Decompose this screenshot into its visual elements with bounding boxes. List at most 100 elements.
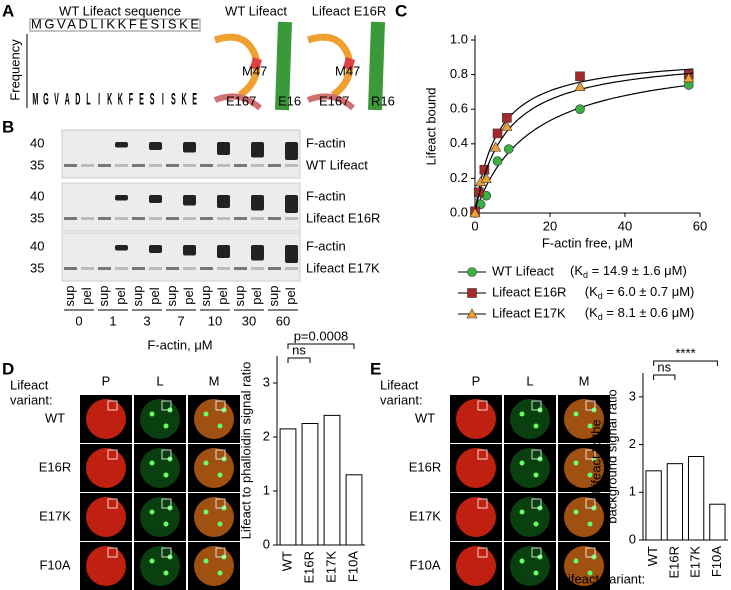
puncta [587, 521, 593, 527]
roi [531, 400, 542, 411]
row-label: WT [415, 410, 435, 425]
band [183, 142, 196, 153]
point [466, 308, 478, 319]
cell [140, 497, 180, 537]
point [492, 128, 503, 139]
annotation: ns [657, 359, 671, 374]
logo-letter: K [118, 90, 123, 108]
lane-label: sup [164, 286, 179, 307]
y-tick-label: 1.0 [450, 31, 468, 46]
roi [161, 498, 172, 509]
band [285, 267, 298, 270]
cell [510, 497, 550, 537]
concentration-label: 10 [208, 313, 222, 328]
x-tick-label: 40 [618, 218, 632, 233]
y-tick-label: 0.6 [450, 101, 468, 116]
roi [107, 547, 118, 558]
band [115, 245, 128, 251]
marker-label: 35 [30, 210, 44, 225]
lane-label: pel [79, 287, 94, 304]
puncta [587, 472, 593, 478]
cell [86, 448, 126, 488]
significance-bracket [653, 360, 718, 366]
significance-bracket [653, 374, 676, 380]
y-tick-label: 2 [629, 436, 636, 451]
roi [161, 547, 172, 558]
band [115, 142, 128, 148]
cell [140, 448, 180, 488]
bar [709, 503, 726, 541]
band [115, 267, 128, 270]
lane-label: sup [232, 286, 247, 307]
puncta [163, 472, 169, 478]
puncta [573, 509, 579, 515]
puncta [533, 570, 539, 576]
logo-letter: I [162, 90, 164, 108]
marker-label: 40 [30, 238, 44, 253]
legend-kd-part: = 8.1 ± 0.6 μM) [603, 305, 695, 320]
x-tick-label: F10A [345, 551, 360, 582]
roi [477, 498, 488, 509]
band [115, 217, 128, 220]
puncta [203, 558, 209, 564]
roi [585, 400, 596, 411]
legend-kd-part: (K [570, 263, 583, 278]
row-label: E16R [409, 459, 442, 474]
roi [477, 449, 488, 460]
x-tick-label: E17K [323, 551, 338, 583]
roi [215, 449, 226, 460]
cell [456, 448, 496, 488]
residue-label: M47 [242, 63, 267, 78]
lane-label: pel [181, 287, 196, 304]
logo-letter: K [107, 90, 112, 108]
marker-label: 40 [30, 135, 44, 150]
legend-label: WT Lifeact [492, 263, 554, 278]
roi [477, 547, 488, 558]
row-title: Lifeact [380, 377, 419, 392]
legend-label: Lifeact E17K [492, 305, 566, 320]
panel-label: B [2, 117, 14, 136]
puncta [149, 460, 155, 466]
puncta [217, 472, 223, 478]
row-label: F10A [39, 557, 70, 572]
logo-letter: M [32, 90, 38, 108]
lane-label: pel [147, 287, 162, 304]
column-label: P [102, 373, 111, 388]
marker-label: 35 [30, 260, 44, 275]
band [251, 217, 264, 220]
puncta [163, 423, 169, 429]
puncta [587, 423, 593, 429]
point [467, 267, 477, 277]
roi [107, 400, 118, 411]
band [132, 164, 145, 167]
logo-letter: E [192, 90, 197, 108]
fit-curve [474, 72, 694, 214]
band-label: WT Lifeact [306, 157, 368, 172]
column-label: M [579, 373, 590, 388]
band [234, 267, 247, 270]
band [115, 195, 128, 201]
legend-kd-part: (K [585, 305, 598, 320]
roi [585, 449, 596, 460]
band [98, 217, 111, 220]
y-axis-label: background signal ratio [604, 389, 619, 523]
lane-label: pel [283, 287, 298, 304]
band [251, 142, 264, 158]
puncta [149, 411, 155, 417]
residue-label: E167 [319, 93, 349, 108]
puncta [519, 411, 525, 417]
cell [456, 497, 496, 537]
band [251, 267, 264, 270]
logo-letter: L [86, 90, 91, 108]
roi [585, 547, 596, 558]
band [98, 164, 111, 167]
residue-label: E16 [278, 93, 301, 108]
puncta [203, 509, 209, 515]
band [64, 164, 77, 167]
lane-label: pel [249, 287, 264, 304]
bar [645, 470, 662, 541]
x-tick-label: 60 [693, 218, 707, 233]
logo-letter: S [150, 90, 155, 108]
gel [61, 232, 301, 282]
legend-kd-part: (K [585, 284, 598, 299]
